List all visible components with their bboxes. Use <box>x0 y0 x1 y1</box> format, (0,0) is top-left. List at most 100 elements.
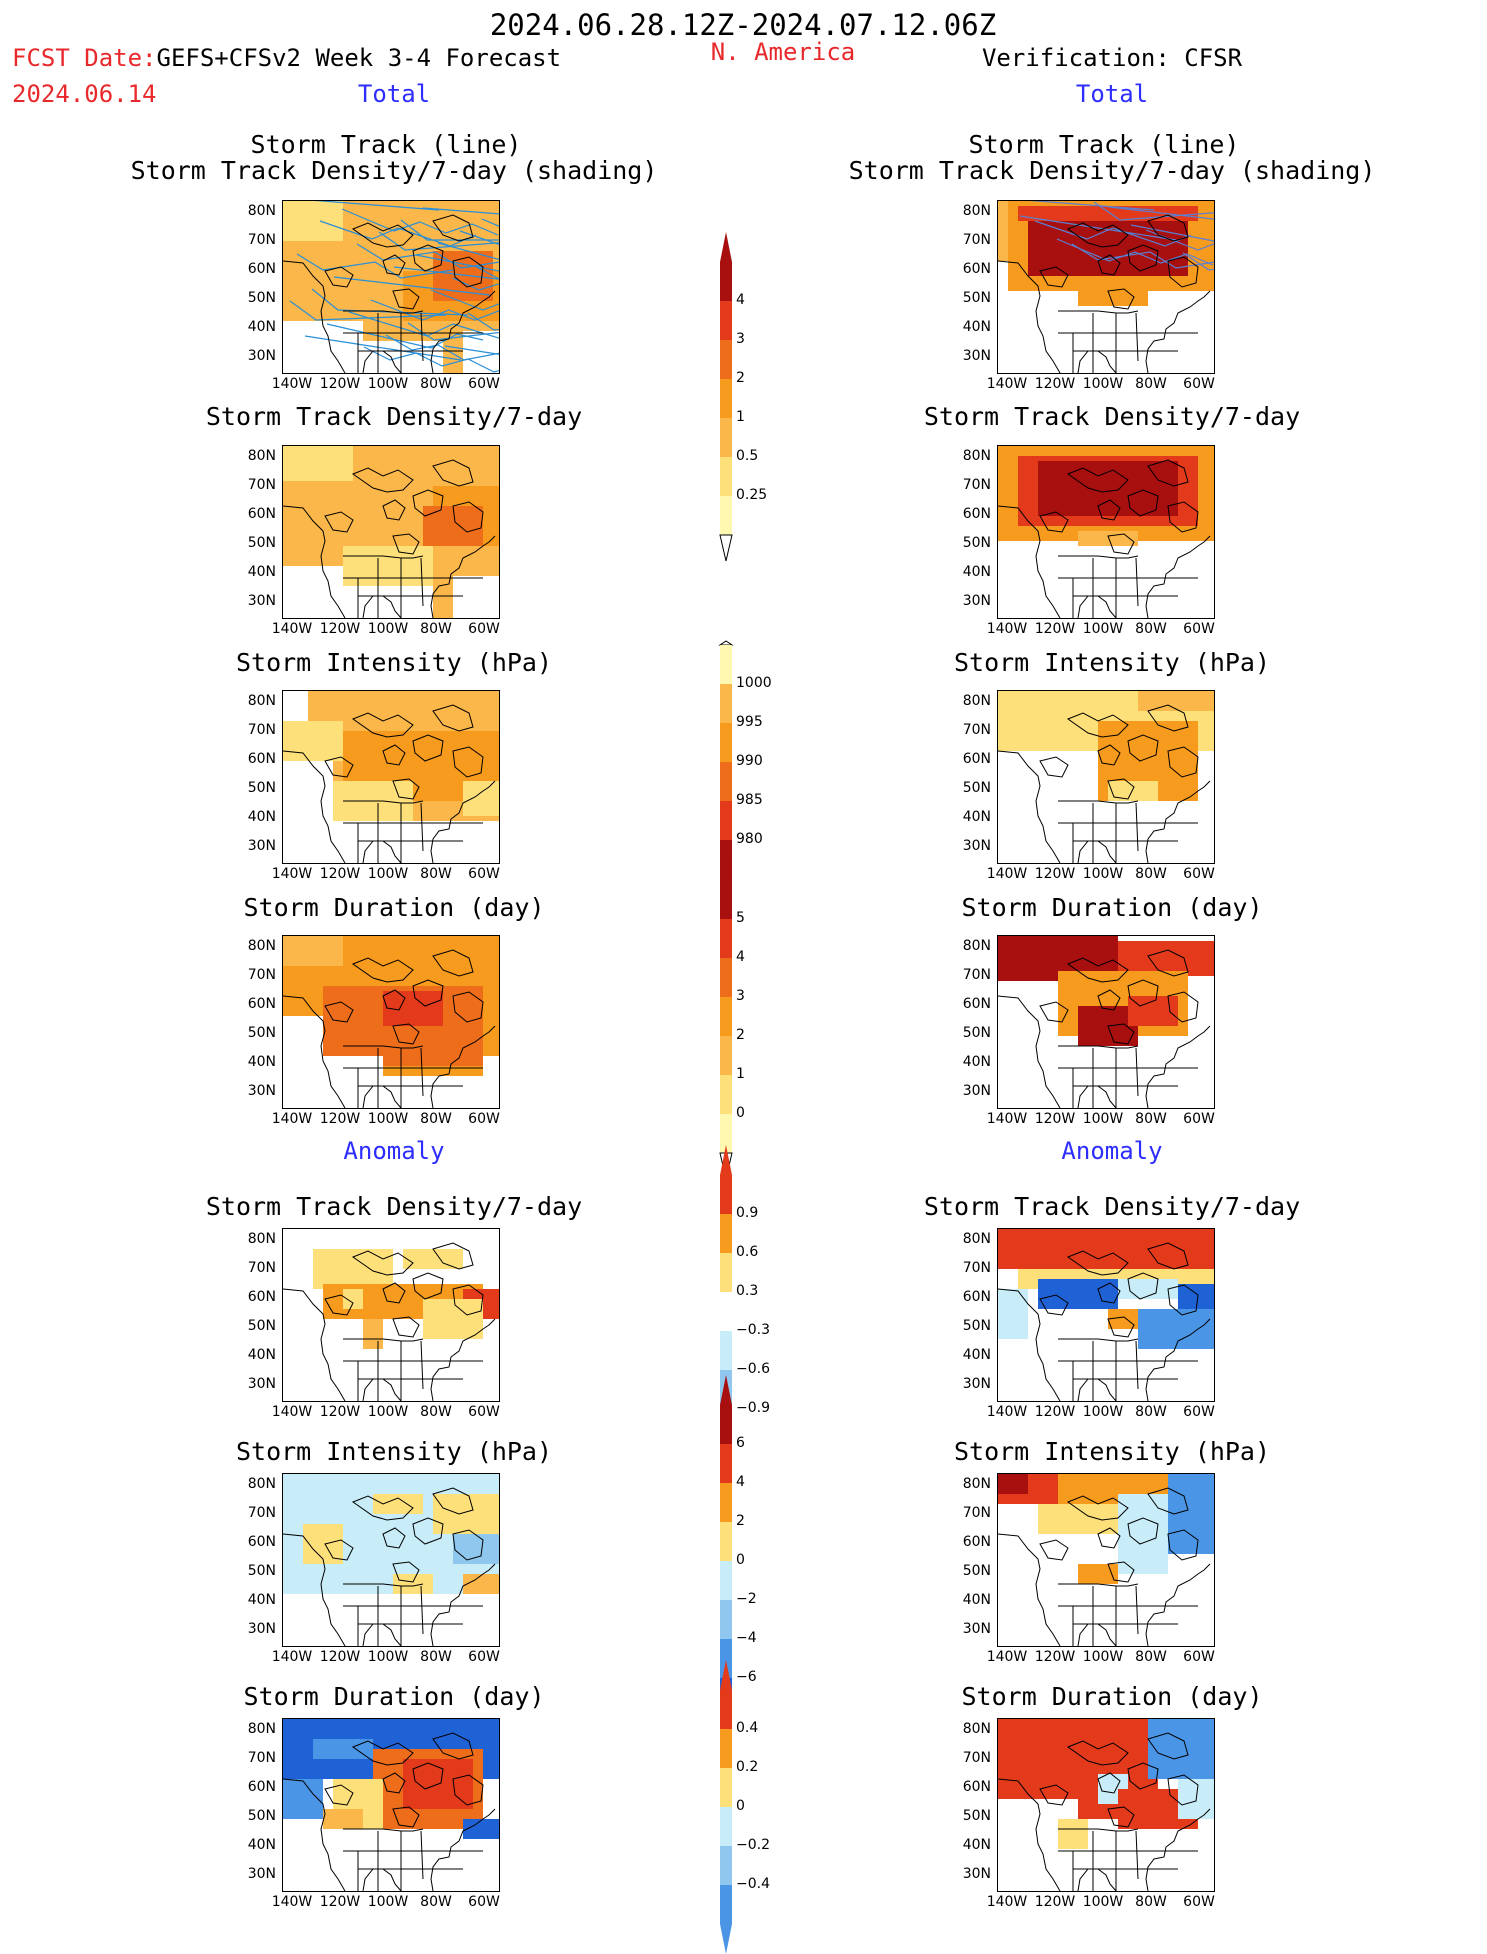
coastline <box>432 1242 474 1270</box>
lat-tick-label: 40N <box>962 809 991 825</box>
coastline <box>324 1001 354 1023</box>
lon-tick-label: 80W <box>1135 1649 1167 1665</box>
coastline <box>1058 1828 1139 1832</box>
lat-tick-label: 50N <box>962 290 991 306</box>
coastline <box>1039 1784 1069 1806</box>
colorbar-swatch <box>720 1690 732 1729</box>
coastline <box>412 1517 444 1545</box>
shading-cell <box>313 1739 373 1759</box>
coastline <box>392 1316 420 1338</box>
lon-tick-label: 100W <box>367 1894 409 1910</box>
colorbar-swatch <box>720 1444 732 1483</box>
colorbar-swatch <box>720 379 732 418</box>
lat-tick-label: 40N <box>247 564 276 580</box>
storm-track-line <box>467 312 499 331</box>
lat-tick-label: 30N <box>962 1083 991 1099</box>
coastline <box>324 1539 354 1561</box>
duration-total-tick-label: 0 <box>736 1105 745 1121</box>
coastline <box>1147 949 1189 977</box>
density-anom-tick-label: 0.6 <box>736 1244 759 1260</box>
lat-tick-label: 80N <box>962 1721 991 1737</box>
lon-tick-label: 140W <box>271 1111 313 1127</box>
density-total-tick-label: 4 <box>736 292 745 308</box>
storm-track-line <box>385 334 499 361</box>
coastline <box>382 744 406 766</box>
lat-tick-label: 30N <box>247 838 276 854</box>
coastline <box>452 1284 484 1316</box>
shading-cell <box>283 201 343 241</box>
coastline <box>283 1533 346 1646</box>
right-anom-intensity-title: Storm Intensity (hPa) <box>953 1437 1271 1466</box>
duration-total-tick-label: 5 <box>736 910 745 926</box>
lat-tick-label: 70N <box>247 477 276 493</box>
coastline <box>343 555 424 559</box>
shading-cell <box>1078 286 1148 306</box>
coastline <box>1066 957 1129 983</box>
lon-tick-label: 120W <box>1034 1649 1076 1665</box>
coastline <box>1097 989 1121 1011</box>
lat-tick-label: 60N <box>247 1779 276 1795</box>
storm-track-line <box>1029 201 1155 211</box>
right-track-shading-title: Storm Track Density/7-day (shading) <box>848 156 1376 185</box>
lat-tick-label: 40N <box>247 1592 276 1608</box>
lon-tick-label: 120W <box>319 621 361 637</box>
lat-tick-label: 70N <box>962 1505 991 1521</box>
map-svg <box>998 1229 1214 1401</box>
coastline <box>998 260 1061 373</box>
lon-tick-label: 100W <box>1082 621 1124 637</box>
lat-tick-label: 80N <box>247 1721 276 1737</box>
colorbar-arrow <box>720 850 732 880</box>
coastline <box>432 1732 474 1760</box>
coastline <box>283 505 346 618</box>
left-anom-duration-title: Storm Duration (day) <box>243 1682 545 1711</box>
colorbar-swatch <box>720 1639 732 1678</box>
coastline <box>1058 555 1139 559</box>
lon-tick-label: 80W <box>420 621 452 637</box>
coastline <box>452 501 484 533</box>
lat-tick-label: 70N <box>962 722 991 738</box>
coastline <box>324 1294 354 1316</box>
density-anom-tick-label: −0.9 <box>736 1400 770 1416</box>
coastline <box>382 499 406 521</box>
lat-tick-label: 60N <box>247 1289 276 1305</box>
lon-tick-label: 140W <box>271 1404 313 1420</box>
intensity-anom-tick-label: −6 <box>736 1669 757 1685</box>
colorbar-swatch <box>720 762 732 801</box>
map-svg <box>998 201 1214 373</box>
right-anom-intensity-map <box>997 1473 1215 1647</box>
shading-cell <box>403 1249 463 1269</box>
lon-tick-label: 60W <box>1183 621 1215 637</box>
shading-cell <box>393 1574 433 1594</box>
region-label: N. America <box>710 38 856 66</box>
lon-tick-label: 140W <box>986 1404 1028 1420</box>
lat-tick-label: 40N <box>962 1837 991 1853</box>
coastline <box>1058 1045 1139 1049</box>
left-anom-duration-map <box>282 1718 500 1892</box>
right-track-line-title: Storm Track (line) <box>968 130 1240 159</box>
coastline <box>420 1047 424 1097</box>
coastline <box>283 995 346 1108</box>
storm-track-line <box>333 276 491 296</box>
lon-tick-label: 120W <box>319 1404 361 1420</box>
lat-tick-label: 60N <box>247 1534 276 1550</box>
shading-cell <box>283 936 343 966</box>
density-total-tick-label: 1 <box>736 409 745 425</box>
right-density-title: Storm Track Density/7-day <box>923 402 1301 431</box>
density-total-tick-label: 0.25 <box>736 487 768 503</box>
coastline <box>392 778 420 800</box>
lat-tick-label: 60N <box>962 506 991 522</box>
coastline <box>351 1250 414 1276</box>
intensity-anom-tick-label: −2 <box>736 1591 757 1607</box>
coastline <box>343 1828 424 1832</box>
lat-tick-label: 70N <box>962 477 991 493</box>
lat-tick-label: 40N <box>962 1347 991 1363</box>
shading-cell <box>323 1056 383 1108</box>
colorbar-arrow <box>720 1375 732 1405</box>
shading-cell <box>1138 691 1214 711</box>
colorbar-swatch <box>720 340 732 379</box>
lat-tick-label: 50N <box>962 535 991 551</box>
colorbar-swatch <box>720 1522 732 1561</box>
coastline <box>1135 312 1139 362</box>
colorbar-swatch <box>720 496 732 535</box>
coastline <box>1107 1561 1135 1583</box>
